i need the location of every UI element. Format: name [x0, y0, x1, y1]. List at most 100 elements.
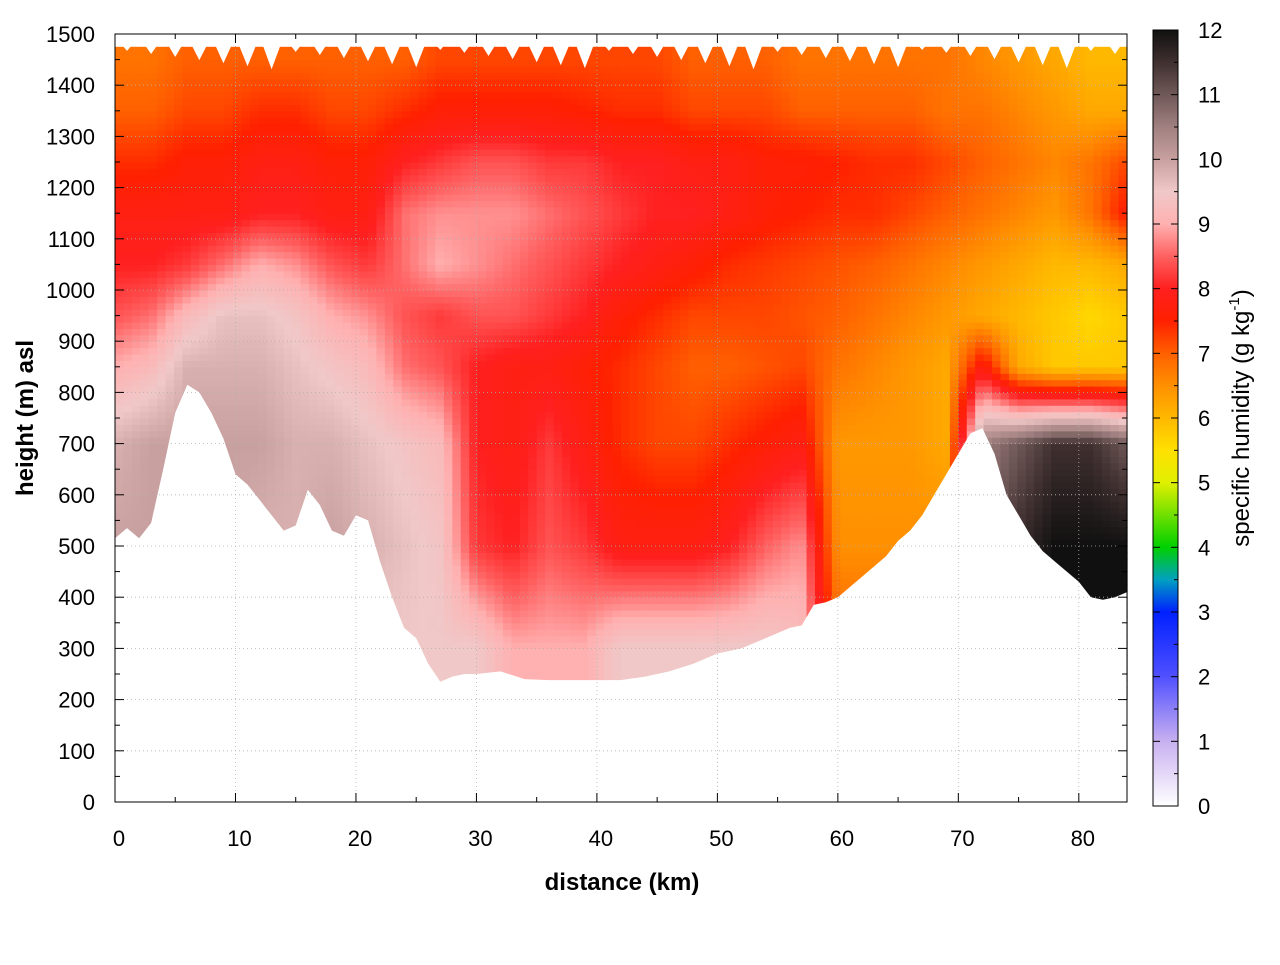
humidity-cell	[308, 334, 318, 342]
humidity-cell	[443, 616, 453, 624]
humidity-cell	[477, 520, 487, 528]
humidity-cell	[351, 226, 361, 233]
humidity-cell	[123, 379, 133, 387]
humidity-cell	[283, 258, 293, 265]
humidity-cell	[410, 226, 420, 233]
humidity-cell	[115, 264, 125, 272]
humidity-cell	[502, 142, 512, 150]
humidity-cell	[292, 162, 302, 169]
humidity-cell	[115, 296, 125, 304]
humidity-cell	[393, 315, 403, 323]
humidity-cell	[174, 168, 184, 176]
humidity-cell	[283, 514, 293, 521]
humidity-cell	[410, 462, 420, 470]
humidity-cell	[148, 91, 158, 99]
humidity-cell	[351, 245, 361, 253]
humidity-cell	[216, 238, 226, 246]
humidity-cell	[460, 494, 470, 502]
humidity-cell	[494, 488, 504, 496]
humidity-cell	[317, 283, 327, 291]
humidity-cell	[283, 213, 293, 221]
humidity-cell	[477, 290, 487, 297]
humidity-cell	[342, 424, 352, 432]
humidity-cell	[334, 501, 344, 509]
humidity-cell	[140, 59, 150, 67]
humidity-cell	[140, 110, 150, 118]
humidity-cell	[283, 437, 293, 445]
humidity-cell	[410, 501, 420, 509]
humidity-cell	[435, 296, 445, 304]
humidity-cell	[486, 526, 496, 534]
humidity-cell	[275, 264, 285, 272]
humidity-cell	[249, 181, 259, 189]
humidity-cell	[258, 123, 268, 131]
humidity-cell	[224, 162, 234, 169]
humidity-cell	[292, 91, 302, 99]
humidity-cell	[460, 462, 470, 470]
humidity-cell	[292, 226, 302, 233]
humidity-cell	[494, 117, 504, 125]
humidity-cell	[519, 59, 529, 67]
humidity-cell	[115, 155, 125, 163]
humidity-cell	[140, 526, 150, 534]
humidity-cell	[511, 590, 521, 598]
humidity-cell	[486, 91, 496, 99]
humidity-cell	[241, 302, 251, 310]
humidity-cell	[266, 213, 276, 221]
humidity-cell	[292, 462, 302, 470]
humidity-cell	[207, 162, 217, 169]
humidity-cell	[376, 123, 386, 131]
humidity-cell	[519, 200, 529, 208]
humidity-cell	[460, 302, 470, 310]
humidity-cell	[359, 302, 369, 310]
humidity-cell	[131, 296, 141, 304]
humidity-cell	[115, 488, 125, 496]
humidity-cell	[460, 398, 470, 406]
humidity-cell	[435, 264, 445, 272]
humidity-cell	[216, 130, 226, 137]
humidity-cell	[342, 430, 352, 438]
humidity-cell	[342, 475, 352, 483]
humidity-cell	[148, 219, 158, 227]
humidity-cell	[443, 494, 453, 502]
humidity-cell	[376, 130, 386, 137]
humidity-cell	[342, 232, 352, 240]
humidity-cell	[511, 309, 521, 317]
humidity-cell	[115, 526, 125, 534]
humidity-cell	[300, 354, 310, 361]
humidity-cell	[148, 386, 158, 393]
humidity-cell	[317, 341, 327, 349]
humidity-cell	[351, 149, 361, 157]
humidity-cell	[199, 302, 209, 310]
humidity-cell	[249, 258, 259, 265]
humidity-cell	[258, 418, 268, 425]
humidity-cell	[452, 232, 462, 240]
humidity-cell	[224, 411, 234, 419]
humidity-cell	[199, 174, 209, 182]
humidity-cell	[241, 194, 251, 201]
humidity-cell	[241, 142, 251, 150]
humidity-cell	[308, 78, 318, 86]
humidity-cell	[317, 462, 327, 470]
humidity-cell	[351, 347, 361, 355]
humidity-cell	[502, 533, 512, 541]
humidity-cell	[384, 494, 394, 502]
humidity-cell	[233, 206, 243, 214]
humidity-cell	[300, 482, 310, 489]
humidity-cell	[376, 526, 386, 534]
humidity-cell	[393, 411, 403, 419]
humidity-cell	[384, 110, 394, 118]
humidity-cell	[283, 296, 293, 304]
humidity-cell	[393, 194, 403, 201]
humidity-cell	[511, 85, 521, 93]
humidity-cell	[199, 110, 209, 118]
humidity-cell	[224, 72, 234, 80]
humidity-cell	[502, 341, 512, 349]
humidity-cell	[342, 309, 352, 317]
humidity-cell	[140, 482, 150, 489]
humidity-cell	[359, 405, 369, 413]
humidity-cell	[452, 91, 462, 99]
humidity-cell	[123, 341, 133, 349]
humidity-cell	[351, 85, 361, 93]
humidity-cell	[401, 104, 411, 112]
